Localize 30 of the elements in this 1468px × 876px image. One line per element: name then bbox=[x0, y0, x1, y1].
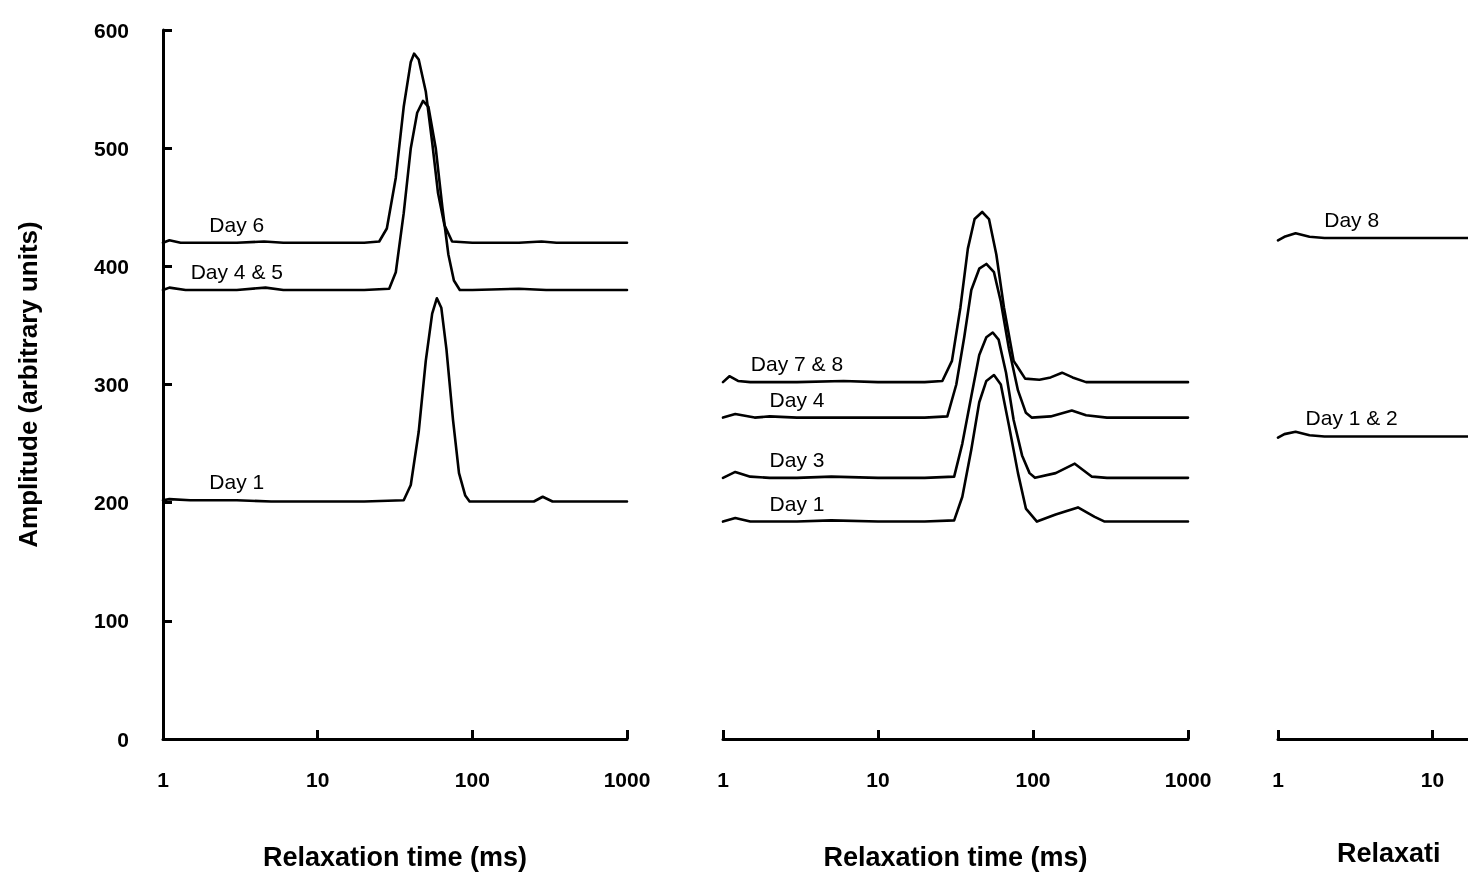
x-tick-label: 1 bbox=[157, 768, 170, 791]
x-tick-label: 1000 bbox=[1164, 768, 1212, 791]
series-label: Day 1 bbox=[769, 491, 825, 515]
series-label: Day 8 bbox=[1324, 207, 1380, 231]
y-axis-title: Amplitude (arbitrary units) bbox=[13, 221, 43, 548]
series-label: Day 4 & 5 bbox=[190, 259, 283, 283]
x-tick-label: 100 bbox=[454, 768, 490, 791]
x-tick-label: 1000 bbox=[603, 768, 651, 791]
x-axis-title: Relaxation time (ms) bbox=[262, 841, 528, 872]
x-axis-title: Relaxation time (ms) bbox=[823, 841, 1088, 872]
y-tick-label: 600 bbox=[93, 18, 129, 42]
x-tick-label: 10 bbox=[305, 768, 330, 791]
y-tick-label: 500 bbox=[93, 136, 129, 160]
series-label: Day 1 & 2 bbox=[1305, 406, 1398, 430]
x-axis-title: Relaxati bbox=[1337, 837, 1441, 868]
x-tick-label: 1 bbox=[1272, 768, 1285, 791]
y-tick-label: 300 bbox=[93, 373, 129, 396]
x-tick-label: 1 bbox=[717, 768, 730, 791]
y-tick-label: 200 bbox=[93, 491, 129, 515]
y-tick-label: 0 bbox=[117, 727, 129, 751]
x-tick-label: 10 bbox=[1420, 768, 1445, 791]
series-label: Day 7 & 8 bbox=[750, 352, 844, 376]
series-label: Day 6 bbox=[209, 212, 265, 236]
y-tick-label: 100 bbox=[93, 609, 129, 633]
x-tick-label: 10 bbox=[866, 768, 890, 791]
series-label: Day 4 bbox=[769, 387, 825, 411]
series-label: Day 1 bbox=[209, 470, 265, 494]
series-label: Day 3 bbox=[769, 447, 825, 471]
y-tick-label: 400 bbox=[93, 254, 129, 278]
x-tick-label: 100 bbox=[1015, 768, 1051, 791]
